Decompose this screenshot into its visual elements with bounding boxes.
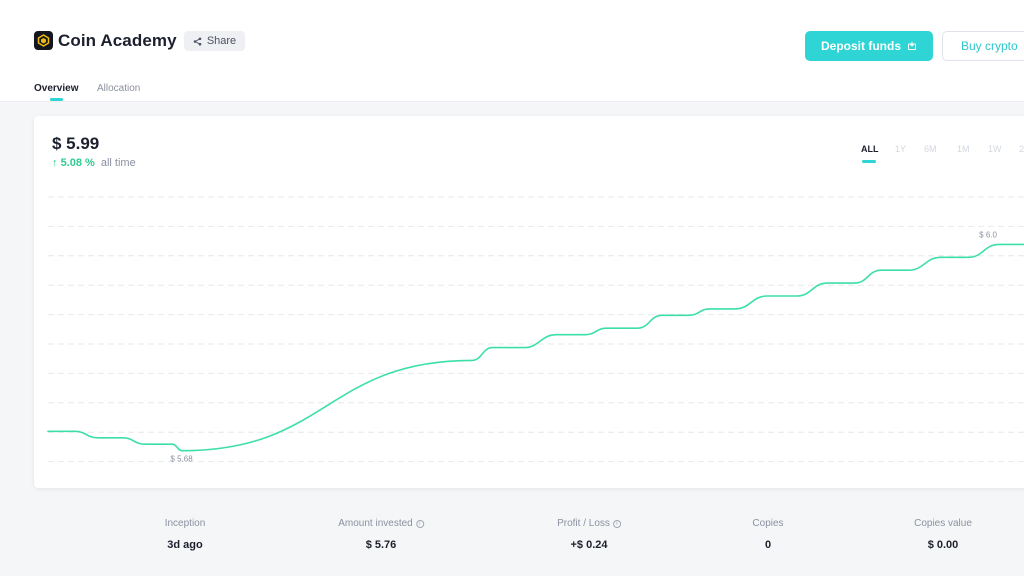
range-more[interactable]: 2 [1019, 144, 1024, 154]
stat-value-copies: 0 [764, 539, 772, 551]
portfolio-title: Coin Academy [58, 31, 177, 50]
share-button[interactable]: Share [184, 31, 245, 51]
share-icon [193, 37, 202, 45]
range-1m[interactable]: 1M [957, 144, 970, 154]
share-label: Share [206, 35, 237, 47]
tab-overview[interactable]: Overview [34, 83, 79, 94]
stat-value-amount-invested: $ 5.76 [365, 539, 397, 551]
tab-active-indicator [50, 98, 63, 101]
range-1y[interactable]: 1Y [895, 144, 907, 154]
stat-label-copies-value: Copies value [914, 518, 972, 529]
buy-crypto-button[interactable]: Buy crypto [942, 31, 1024, 61]
wallet-icon [908, 41, 916, 50]
stat-label-copies: Copies [752, 518, 784, 529]
change-up-arrow-icon: ↑ [52, 157, 58, 169]
info-icon[interactable]: i [415, 519, 424, 528]
range-active-indicator [862, 160, 876, 163]
performance-card [34, 116, 1024, 488]
stat-label-inception: Inception [164, 518, 206, 529]
stat-value-inception: 3d ago [167, 539, 203, 551]
portfolio-value: $ 5.99 [52, 134, 100, 153]
range-all[interactable]: ALL [861, 144, 879, 154]
stat-label-amount-invested: Amount invested i [338, 518, 424, 529]
stat-value-copies-value: $ 0.00 [927, 539, 959, 551]
range-6m[interactable]: 6M [924, 144, 937, 154]
deposit-funds-button[interactable]: Deposit funds [805, 31, 933, 61]
buy-crypto-label: Buy crypto [961, 39, 1018, 53]
portfolio-change: ↑ 5.08 % all time [52, 157, 136, 169]
change-percent: 5.08 % [60, 157, 95, 169]
tab-allocation[interactable]: Allocation [97, 83, 141, 94]
change-period: all time [100, 157, 136, 169]
info-icon[interactable]: i [612, 519, 621, 528]
stat-value-profit-loss: +$ 0.24 [570, 539, 608, 551]
brand-logo-icon [34, 31, 53, 50]
range-1w[interactable]: 1W [988, 144, 1002, 154]
deposit-label: Deposit funds [821, 39, 901, 53]
stat-label-profit-loss: Profit / Loss i [557, 518, 621, 529]
